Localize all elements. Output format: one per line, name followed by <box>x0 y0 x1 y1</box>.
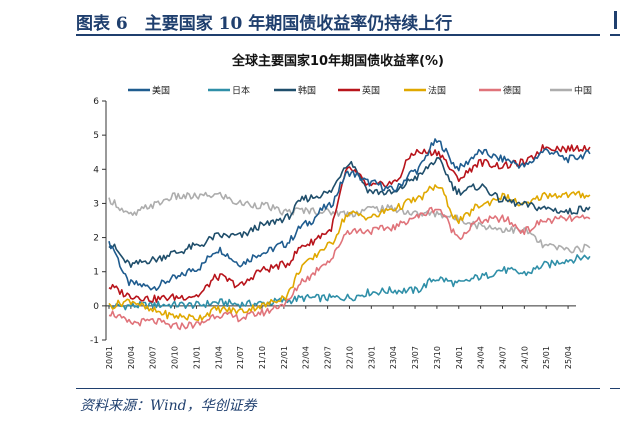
chart-legend: 美国 日本 韩国 英国 法国 德国 中国 <box>128 85 592 97</box>
series-line-6 <box>108 191 591 254</box>
header-divider-right <box>610 34 620 36</box>
legend-label: 韩国 <box>298 85 316 97</box>
x-tick-label: 20/01 <box>105 346 114 369</box>
x-tick-label: 22/04 <box>302 346 311 369</box>
footer-divider <box>76 388 600 389</box>
series-line-5 <box>108 206 591 331</box>
x-tick-label: 24/07 <box>498 346 507 369</box>
y-tick-label: 2 <box>93 234 99 244</box>
page-edge-mark <box>614 11 617 29</box>
x-tick-label: 23/04 <box>389 346 398 369</box>
header-divider <box>76 34 600 36</box>
x-tick-label: 22/01 <box>280 346 289 369</box>
figure-header: 图表 6 主要国家 10 年期国债收益率仍持续上行 <box>76 6 600 34</box>
x-tick-label: 23/01 <box>367 346 376 369</box>
footer-divider-right <box>610 388 620 389</box>
x-tick-label: 23/10 <box>433 346 442 369</box>
x-tick-label: 21/01 <box>192 346 201 369</box>
series-line-3 <box>108 144 591 303</box>
chart-title: 全球主要国家10年期国债收益率(%) <box>231 53 444 69</box>
legend-label: 日本 <box>232 85 250 97</box>
y-tick-label: 0 <box>93 302 99 312</box>
x-tick-label: 22/07 <box>324 346 333 369</box>
legend-label: 法国 <box>428 85 446 97</box>
x-tick-label: 21/10 <box>258 346 267 369</box>
series-line-4 <box>108 184 591 322</box>
x-tick-label: 24/04 <box>477 346 486 369</box>
y-tick-label: 1 <box>93 268 99 278</box>
x-tick-label: 22/10 <box>345 346 354 369</box>
x-tick-label: 20/07 <box>149 346 158 369</box>
y-tick-label: -1 <box>90 336 99 346</box>
x-tick-label: 24/10 <box>520 346 529 369</box>
x-tick-label: 23/07 <box>411 346 420 369</box>
x-tick-label: 20/10 <box>171 346 180 369</box>
x-tick-label: 24/01 <box>455 346 464 369</box>
legend-label: 德国 <box>503 85 521 97</box>
figure-title: 图表 6 主要国家 10 年期国债收益率仍持续上行 <box>76 14 453 34</box>
x-tick-label: 21/04 <box>214 346 223 369</box>
series-line-2 <box>108 157 591 268</box>
y-tick-label: 5 <box>93 131 99 141</box>
legend-label: 英国 <box>362 85 380 97</box>
chart-series <box>108 138 591 331</box>
y-tick-label: 4 <box>93 165 99 175</box>
x-tick-label: 20/04 <box>127 346 136 369</box>
series-line-0 <box>108 138 591 291</box>
y-tick-label: 6 <box>93 97 99 107</box>
chart-axes: -1 0 1 2 3 4 5 6 20/01 20/04 20/07 20/10 21/01 21/04 2… <box>90 97 576 369</box>
series-line-1 <box>108 254 591 311</box>
legend-label: 中国 <box>574 85 592 97</box>
x-tick-label: 25/01 <box>542 346 551 369</box>
x-tick-label: 25/04 <box>564 346 573 369</box>
legend-label: 美国 <box>152 85 170 97</box>
source-note: 资料来源：Wind，华创证券 <box>80 398 257 414</box>
y-tick-label: 3 <box>93 199 99 209</box>
yield-line-chart: 全球主要国家10年期国债收益率(%) 美国 日本 韩国 英国 法国 德国 中国 -10123… <box>90 53 592 369</box>
x-tick-label: 21/07 <box>236 346 245 369</box>
